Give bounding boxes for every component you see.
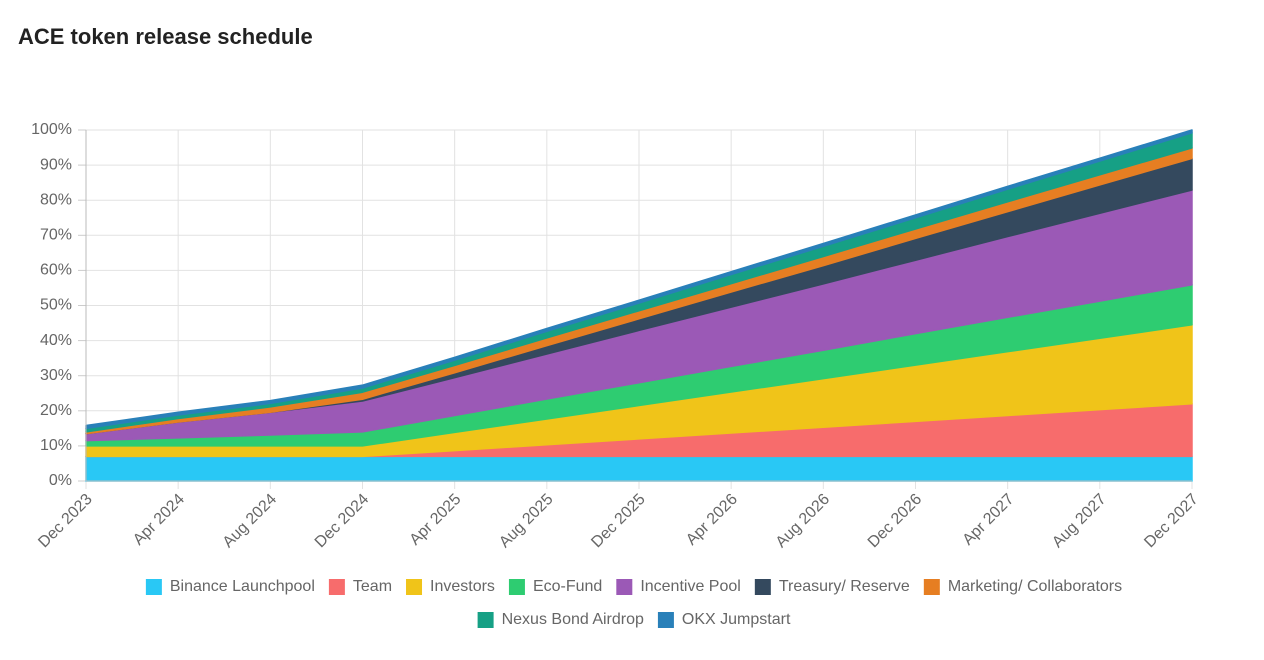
y-tick-label: 50% bbox=[40, 297, 72, 314]
x-tick-label: Aug 2027 bbox=[1049, 491, 1110, 552]
legend-swatch bbox=[508, 579, 525, 595]
legend-swatch bbox=[657, 612, 674, 628]
legend-item: Binance Launchpool bbox=[145, 578, 315, 595]
y-tick-label: 60% bbox=[40, 262, 72, 279]
y-tick-label: 90% bbox=[40, 156, 72, 173]
legend-label: Nexus Bond Airdrop bbox=[502, 611, 644, 628]
legend-item: Treasury/ Reserve bbox=[754, 578, 910, 595]
area bbox=[85, 129, 1193, 430]
y-tick-label: 40% bbox=[40, 332, 72, 349]
y-tick-label: 100% bbox=[31, 121, 72, 138]
y-tick-label: 70% bbox=[40, 227, 72, 244]
legend-label: Marketing/ Collaborators bbox=[948, 578, 1122, 595]
legend-label: OKX Jumpstart bbox=[682, 611, 791, 628]
y-tick-label: 10% bbox=[40, 437, 72, 454]
x-tick-label: Apr 2026 bbox=[683, 491, 741, 549]
x-tick-label: Dec 2027 bbox=[1141, 491, 1202, 552]
legend-item: Eco-Fund bbox=[508, 578, 602, 595]
legend-label: Binance Launchpool bbox=[170, 578, 315, 595]
y-tick-label: 80% bbox=[40, 191, 72, 208]
legend-label: Treasury/ Reserve bbox=[779, 578, 910, 595]
chart-title: ACE token release schedule bbox=[18, 24, 313, 49]
legend-item: Marketing/ Collaborators bbox=[923, 578, 1122, 595]
area bbox=[85, 455, 1193, 482]
x-tick-label: Dec 2024 bbox=[312, 491, 373, 552]
y-tick-label: 30% bbox=[40, 367, 72, 384]
legend-item: Incentive Pool bbox=[616, 578, 741, 595]
legend-swatch bbox=[616, 579, 633, 595]
legend-swatch bbox=[328, 579, 345, 595]
y-tick-label: 20% bbox=[40, 402, 72, 419]
legend-swatch bbox=[145, 579, 162, 595]
legend-label: Incentive Pool bbox=[640, 578, 741, 595]
legend-item: Investors bbox=[406, 578, 495, 595]
legend-label: Team bbox=[353, 578, 392, 595]
x-tick-label: Dec 2025 bbox=[588, 491, 649, 552]
x-tick-label: Apr 2027 bbox=[960, 491, 1018, 549]
legend-item: Nexus Bond Airdrop bbox=[477, 611, 644, 628]
x-tick-label: Aug 2025 bbox=[496, 491, 557, 552]
legend-item: Team bbox=[328, 578, 392, 595]
x-tick-label: Dec 2023 bbox=[35, 491, 96, 552]
legend-label: Eco-Fund bbox=[533, 578, 602, 595]
x-tick-label: Apr 2024 bbox=[130, 491, 188, 549]
legend-swatch bbox=[923, 579, 940, 595]
x-tick-label: Aug 2024 bbox=[220, 491, 281, 552]
legend-item: OKX Jumpstart bbox=[657, 611, 791, 628]
y-tick-label: 0% bbox=[49, 472, 72, 489]
x-tick-label: Dec 2026 bbox=[865, 491, 926, 552]
x-tick-label: Apr 2025 bbox=[407, 491, 465, 549]
x-tick-label: Aug 2026 bbox=[773, 491, 834, 552]
legend-swatch bbox=[754, 579, 771, 595]
legend-swatch bbox=[477, 612, 494, 628]
legend-label: Investors bbox=[430, 578, 495, 595]
legend-swatch bbox=[406, 579, 423, 595]
